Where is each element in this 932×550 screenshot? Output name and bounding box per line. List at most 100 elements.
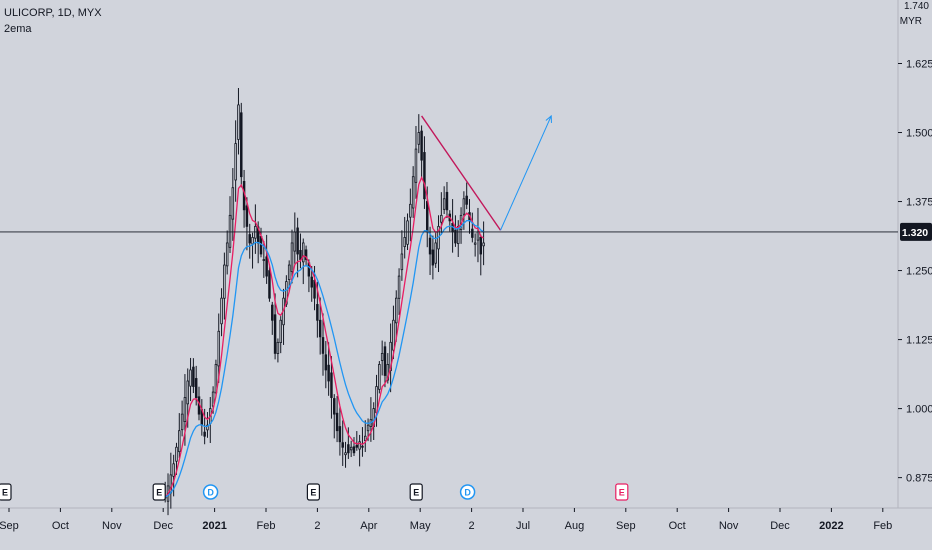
candle-body [473,242,477,245]
candle-body [349,446,353,451]
event-marker-e[interactable]: E [409,483,423,501]
candle-body [279,319,282,343]
event-marker-label: D [464,488,471,498]
event-marker-label: E [2,488,8,498]
symbol-title[interactable]: ULICORP, 1D, MYX [4,7,102,19]
candle-body [392,319,395,351]
candle-body [395,297,398,324]
ema-fast-line [164,175,484,498]
candle-body [358,441,361,450]
projection-arrow[interactable] [500,115,552,231]
indicator-name[interactable]: 2ema [4,23,32,35]
candle-body [423,152,426,200]
candle-body [316,304,319,321]
candle-body [189,369,192,387]
candle-body [479,237,483,255]
candle-body [397,275,401,299]
candle-body [434,242,437,264]
candle-body [310,276,313,288]
event-marker-label: E [310,488,316,498]
currency-top-value: 1.740 [904,1,929,12]
candle-body [378,364,381,390]
candle-body [217,330,220,367]
candle-body [355,444,359,448]
candle-body [380,352,384,361]
candle-body [245,205,249,227]
price-label: 1.320 [900,222,932,241]
candle-body [431,249,435,266]
candle-body [465,195,468,205]
time-tick-label: 2 [469,520,475,532]
candle-body [299,250,302,260]
time-tick-label: Dec [153,520,173,532]
candle-body [175,446,178,462]
candle-body [417,132,421,145]
time-axis[interactable]: Sep Oct Nov Dec 2021 Feb 2 Apr May 2 Jul Aug Sep Oct N… [0,508,892,532]
candle-body [333,398,336,415]
candle-body [273,314,277,354]
candle-body [327,364,330,382]
time-tick-label: Feb [257,520,276,532]
event-marker-d[interactable]: D [202,484,219,500]
currency-label: MYR [900,16,922,27]
price-tick-label: 1.625 [906,59,932,71]
candle-body [293,231,297,252]
candle-body [318,319,322,338]
candle-body [426,201,429,233]
candle-body [223,264,226,299]
chart-legend: ULICORP, 1D, MYX 2ema [4,5,102,37]
candle-body [186,380,189,405]
candle-body [414,148,418,183]
event-marker-d[interactable]: D [459,484,476,500]
event-marker-e[interactable]: E [0,483,12,501]
candle-body [324,354,328,371]
price-tick-label: 1.125 [906,335,932,347]
time-tick-label: Sep [0,520,19,532]
candle-body [344,452,347,456]
event-marker-e[interactable]: E [152,483,166,501]
time-tick-label: Feb [873,520,892,532]
candle-body [442,198,446,210]
candle-body [304,249,308,260]
candle-body [476,231,480,241]
time-tick-label: Oct [52,520,69,532]
earnings-icon [0,483,12,501]
price-tick-label: 1.000 [906,404,932,416]
price-tick-label: 1.375 [906,197,932,209]
candle-body [383,346,387,376]
event-marker-label: E [156,488,162,498]
time-tick-label: Sep [616,520,636,532]
candle-body [406,220,409,245]
candle-body [352,446,356,454]
time-tick-label: Nov [719,520,739,532]
candle-body [347,444,350,454]
candle-body [237,104,240,140]
candle-body [338,426,342,443]
candle-body [271,304,274,321]
event-marker-e[interactable]: E [615,483,629,501]
ema-slow-line [164,219,484,498]
candle-body [321,337,325,354]
candle-body [265,256,268,277]
event-marker-e[interactable]: E [306,483,320,501]
price-axis[interactable]: 1.625 1.500 1.375 1.250 1.125 1.000 0.875 [898,59,932,485]
earnings-icon [615,483,629,501]
candle-body [462,198,466,215]
price-tick-label: 1.250 [906,266,932,278]
drawings-layer[interactable] [421,114,552,231]
dividend-icon [202,484,219,500]
price-tick-label: 1.500 [906,128,932,140]
candle-body [180,413,184,431]
trendline[interactable] [421,115,502,231]
candle-body [440,214,443,223]
candle-body [411,176,415,209]
candle-body [386,364,390,381]
candles-layer [163,88,485,516]
candle-body [454,229,457,244]
candle-body [231,187,235,220]
candle-body [206,424,209,431]
